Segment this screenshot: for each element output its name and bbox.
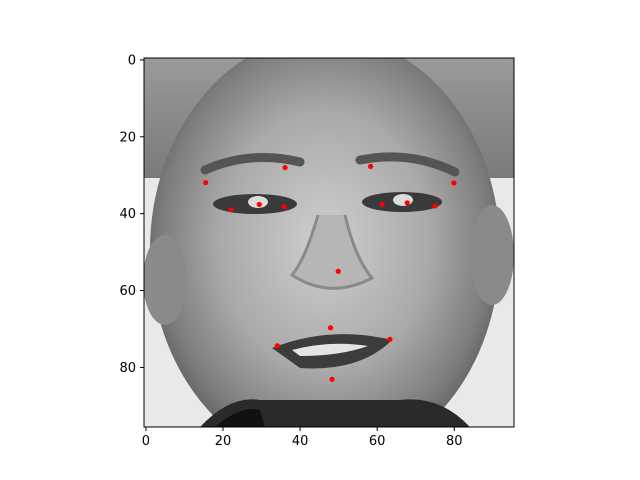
landmark-point-7 [451,180,457,186]
face-image [144,58,514,427]
axes-frame [143,57,515,428]
landmark-point-9 [404,200,410,206]
x-axis: 0 20 40 60 80 [142,427,463,449]
y-tick-label-0: 0 [128,53,136,68]
landmark-point-15 [329,376,335,382]
y-tick-label-80: 80 [119,361,136,376]
landmark-point-3 [228,207,234,213]
landmark-point-12 [327,325,334,331]
x-tick-label-20: 20 [215,434,232,449]
x-tick-label-0: 0 [142,434,150,449]
landmark-point-13 [274,343,280,349]
landmark-point-8 [379,201,385,208]
x-tick-label-80: 80 [446,434,463,449]
landmark-point-14 [387,336,393,342]
y-axis: 0 20 40 60 80 [119,53,144,376]
x-tick-label-60: 60 [369,434,386,449]
y-tick-label-40: 40 [119,207,136,222]
landmark-point-6 [368,163,374,169]
landmark-point-11 [335,268,341,274]
landmark-point-4 [256,201,262,208]
landmark-points [203,163,457,382]
landmark-point-1 [203,179,209,186]
y-tick-label-20: 20 [119,130,136,145]
landmark-point-2 [282,164,288,171]
x-tick-label-40: 40 [292,434,309,449]
landmark-point-10 [432,203,438,209]
y-tick-label-60: 60 [119,284,136,299]
landmark-point-5 [281,204,287,210]
